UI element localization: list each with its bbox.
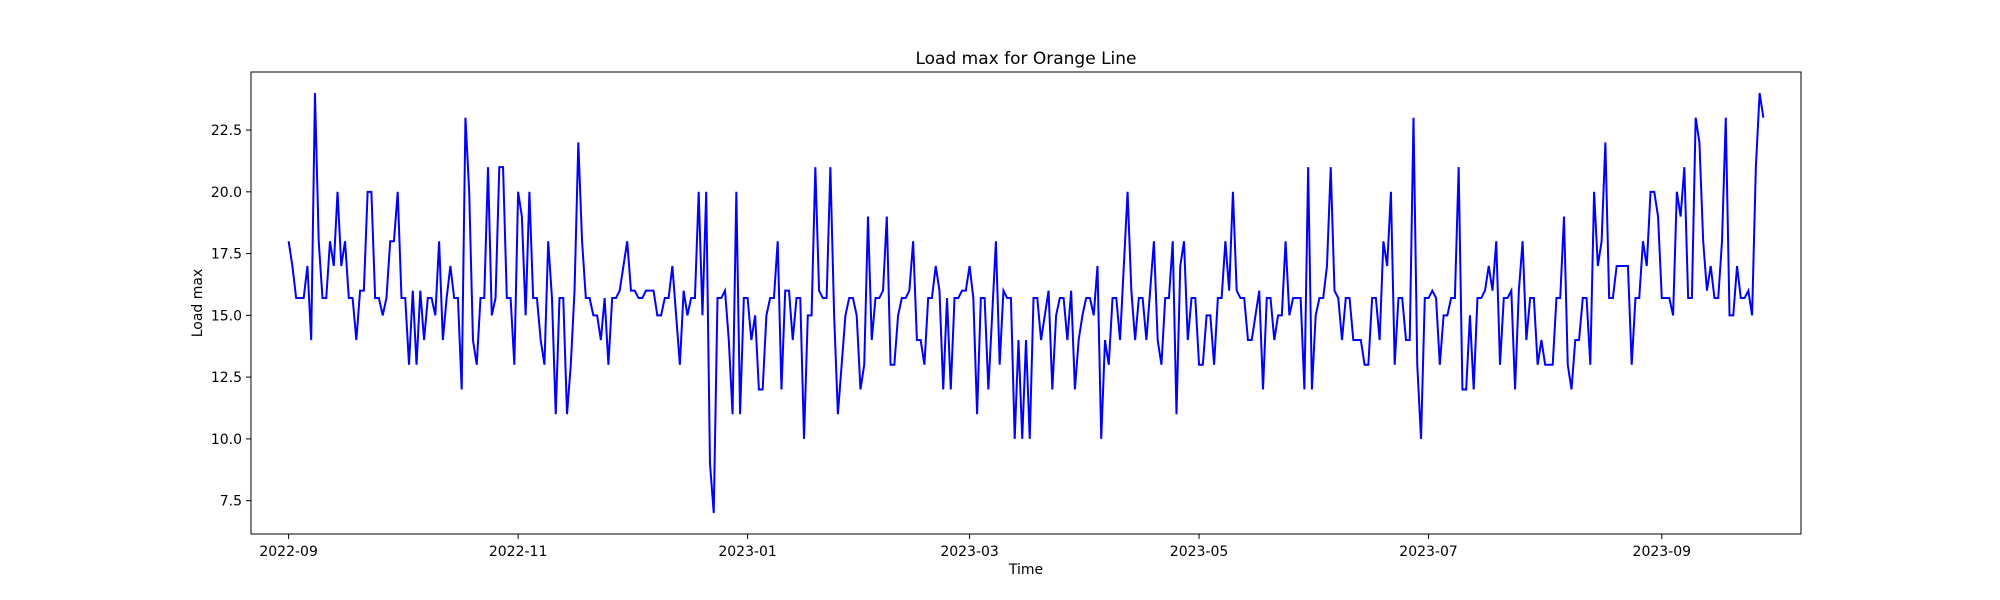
y-tick-label: 22.5 — [211, 123, 242, 139]
y-tick-label: 7.5 — [220, 494, 242, 510]
x-tick-label: 2022-09 — [259, 544, 318, 560]
series-line — [287, 92, 1765, 514]
x-tick-label: 2023-03 — [940, 544, 999, 560]
x-tick-label: 2022-11 — [489, 544, 548, 560]
x-tick-label: 2023-01 — [718, 544, 777, 560]
y-tick-label: 15.0 — [211, 308, 242, 324]
x-tick-label: 2023-07 — [1399, 544, 1458, 560]
axis-ticks: 2022-09 2022-11 2023-01 2023-03 2023-05 2023-… — [211, 123, 1691, 560]
x-axis-label: Time — [1008, 562, 1043, 578]
y-tick-label: 17.5 — [211, 247, 242, 263]
x-tick-label: 2023-09 — [1633, 544, 1692, 560]
y-tick-label: 10.0 — [211, 432, 242, 448]
y-tick-label: 12.5 — [211, 370, 242, 386]
y-tick-label: 20.0 — [211, 185, 242, 201]
chart-title: Load max for Orange Line — [915, 49, 1136, 69]
series-layer — [287, 92, 1765, 514]
y-axis-label: Load max — [190, 269, 206, 338]
plot-frame — [250, 71, 1802, 535]
x-tick-label: 2023-05 — [1170, 544, 1229, 560]
